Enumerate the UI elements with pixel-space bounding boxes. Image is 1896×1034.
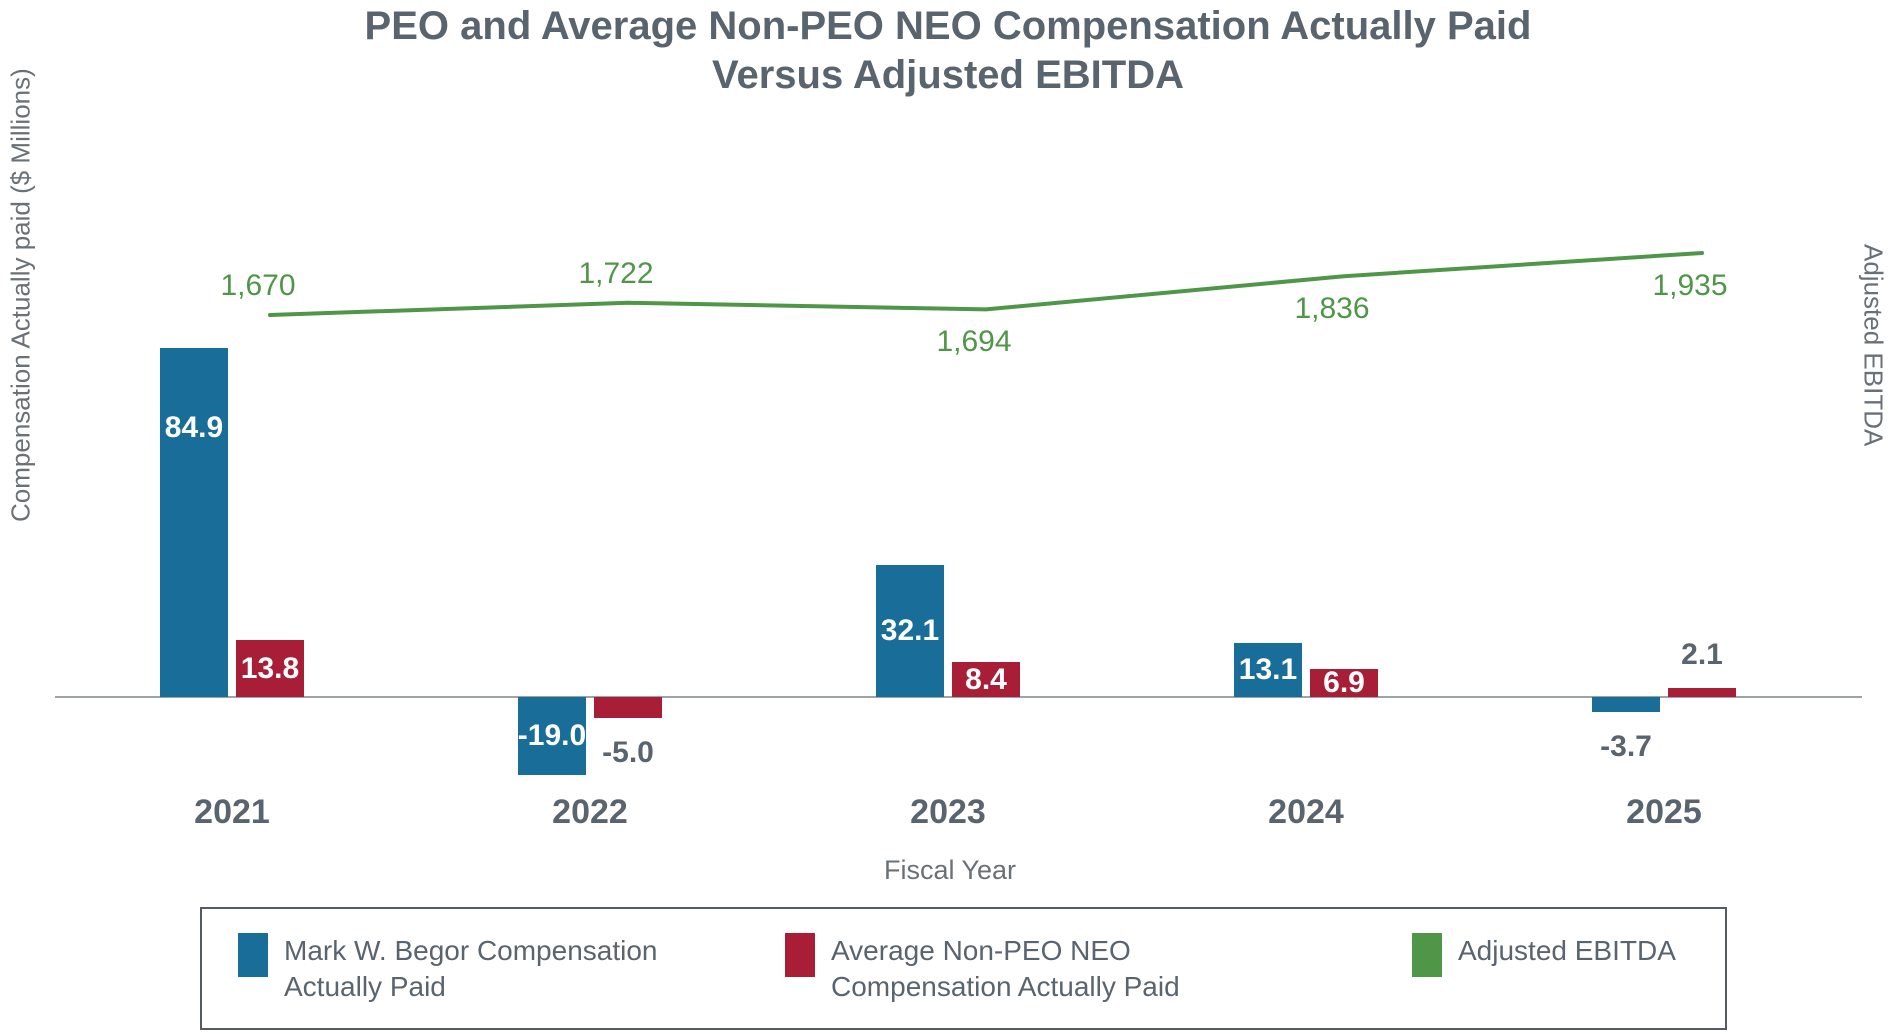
legend-item-3: Adjusted EBITDA	[1412, 933, 1798, 977]
bar-value-label: -19.0	[517, 719, 587, 752]
ebitda-point-label-2022: 1,722	[578, 256, 654, 290]
year-label-2022: 2022	[552, 793, 628, 831]
neo-bar-2023	[952, 662, 1020, 697]
legend-label: Average Non-PEO NEO Compensation Actuall…	[831, 935, 1180, 1002]
year-label-2025: 2025	[1626, 793, 1702, 831]
bar-value-label: 13.1	[1238, 653, 1298, 686]
peo-bar-2025	[1592, 697, 1660, 712]
bar-value-label: 32.1	[880, 614, 940, 647]
x-axis-line	[55, 696, 1862, 698]
bar-value-label: 8.4	[965, 662, 1007, 696]
peo-bar-2022	[518, 697, 586, 775]
chart-title: PEO and Average Non-PEO NEO Compensation…	[0, 2, 1896, 100]
peo-bar-2023	[876, 565, 944, 697]
year-label-2023: 2023	[910, 793, 986, 831]
x-axis-title: Fiscal Year	[883, 855, 1017, 885]
right-axis-title: Adjusted EBITDA	[1858, 243, 1889, 447]
year-label-2024: 2024	[1268, 793, 1344, 831]
peo-bar-2021	[160, 348, 228, 697]
legend-item-1: Mark W. Begor Compensation Actually Paid	[238, 933, 664, 1005]
chart-title-line-2: Versus Adjusted EBITDA	[712, 53, 1184, 97]
bar-value-label: -5.0	[602, 736, 654, 769]
legend: Mark W. Begor Compensation Actually Paid…	[200, 907, 1727, 1030]
legend-swatch-icon	[1412, 933, 1442, 977]
ebitda-point-label-2023: 1,694	[936, 325, 1012, 359]
ebitda-point-label-2025: 1,935	[1652, 269, 1728, 302]
ebitda-point-label-2024: 1,836	[1294, 292, 1370, 326]
bar-value-label: -3.7	[1600, 730, 1652, 763]
bar-value-label: 13.8	[240, 651, 300, 685]
legend-label: Mark W. Begor Compensation Actually Paid	[284, 935, 658, 1002]
neo-bar-2024	[1310, 669, 1378, 697]
peo-bar-2024	[1234, 643, 1302, 697]
ebitda-line	[268, 251, 1704, 317]
neo-bar-2022	[594, 697, 662, 718]
neo-bar-2021	[236, 640, 304, 697]
legend-label: Adjusted EBITDA	[1458, 935, 1676, 966]
ebitda-point-label-2021: 1,670	[220, 269, 296, 302]
legend-swatch-icon	[238, 933, 268, 977]
chart-title-line-1: PEO and Average Non-PEO NEO Compensation…	[364, 4, 1532, 48]
bar-value-label: 6.9	[1323, 666, 1365, 699]
bar-value-label: 2.1	[1681, 638, 1723, 671]
legend-swatch-icon	[785, 933, 815, 977]
neo-bar-2025	[1668, 688, 1736, 697]
legend-item-2: Average Non-PEO NEO Compensation Actuall…	[785, 933, 1231, 1005]
bar-value-label: 84.9	[164, 411, 224, 444]
year-label-2021: 2021	[194, 793, 270, 831]
